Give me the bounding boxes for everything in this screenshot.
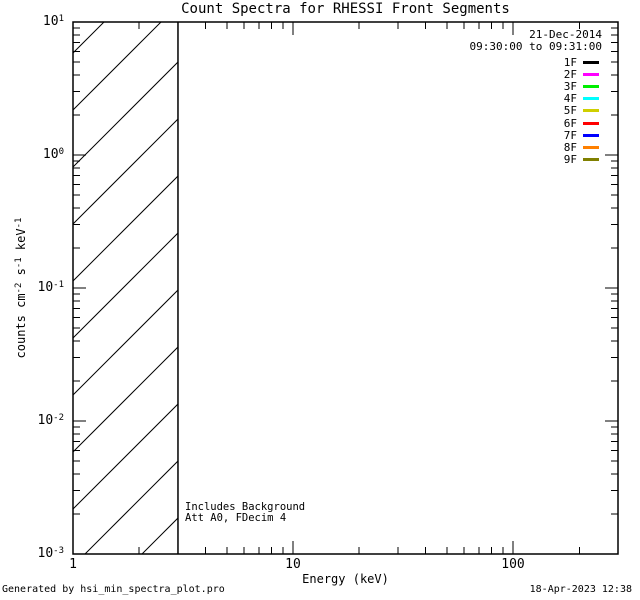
y-tick-label: 101 <box>42 14 64 29</box>
y-tick-label: 10-1 <box>37 280 65 295</box>
y-tick-label: 10-2 <box>37 413 65 428</box>
legend-swatch <box>583 133 599 137</box>
x-tick-label: 10 <box>285 557 301 572</box>
legend-swatch <box>583 84 599 88</box>
y-tick-label: 100 <box>42 147 64 162</box>
legend-swatch <box>583 60 599 64</box>
legend-swatch <box>583 72 599 76</box>
legend-label: 5F <box>563 104 577 118</box>
generator-credit: Generated by hsi_min_spectra_plot.pro <box>2 584 225 595</box>
legend-label: 4F <box>563 92 577 106</box>
legend-swatch <box>583 145 599 149</box>
legend-swatch <box>583 109 599 113</box>
legend-item: 1F <box>489 56 599 68</box>
y-axis-label: counts cm-2 s-1 keV-1 <box>14 217 28 359</box>
x-tick-label: 100 <box>501 557 525 572</box>
background-note: Includes Background <box>185 501 306 513</box>
legend-label: 8F <box>563 140 577 154</box>
y-tick-label: 10-3 <box>37 546 65 561</box>
legend-swatch <box>583 158 599 162</box>
legend-item: 3F <box>489 80 599 92</box>
legend-swatch <box>583 121 599 125</box>
generation-timestamp: 18-Apr-2023 12:38 <box>529 584 632 595</box>
legend-item: 4F <box>489 93 599 105</box>
legend-label: 1F <box>563 55 577 69</box>
legend-label: 6F <box>563 116 577 130</box>
x-tick-label: 1 <box>69 557 77 572</box>
legend-label: 2F <box>563 67 577 81</box>
legend-item: 7F <box>489 129 599 141</box>
attenuator-note: Att A0, FDecim 4 <box>185 512 287 524</box>
legend-item: 6F <box>489 117 599 129</box>
legend-item: 8F <box>489 141 599 153</box>
legend-item: 5F <box>489 105 599 117</box>
legend-item: 9F <box>489 154 599 166</box>
legend-swatch <box>583 97 599 101</box>
legend: 1F 2F 3F 4F 5F 6F 7F 8F 9F <box>489 56 599 166</box>
observation-date: 21-Dec-2014 <box>529 28 602 41</box>
legend-item: 2F <box>489 68 599 80</box>
x-axis-label: Energy (keV) <box>302 572 389 586</box>
legend-label: 7F <box>563 128 577 142</box>
chart-title: Count Spectra for RHESSI Front Segments <box>181 1 510 17</box>
legend-label: 3F <box>563 79 577 93</box>
observation-time-range: 09:30:00 to 09:31:00 <box>469 40 602 53</box>
legend-label: 9F <box>563 153 577 167</box>
